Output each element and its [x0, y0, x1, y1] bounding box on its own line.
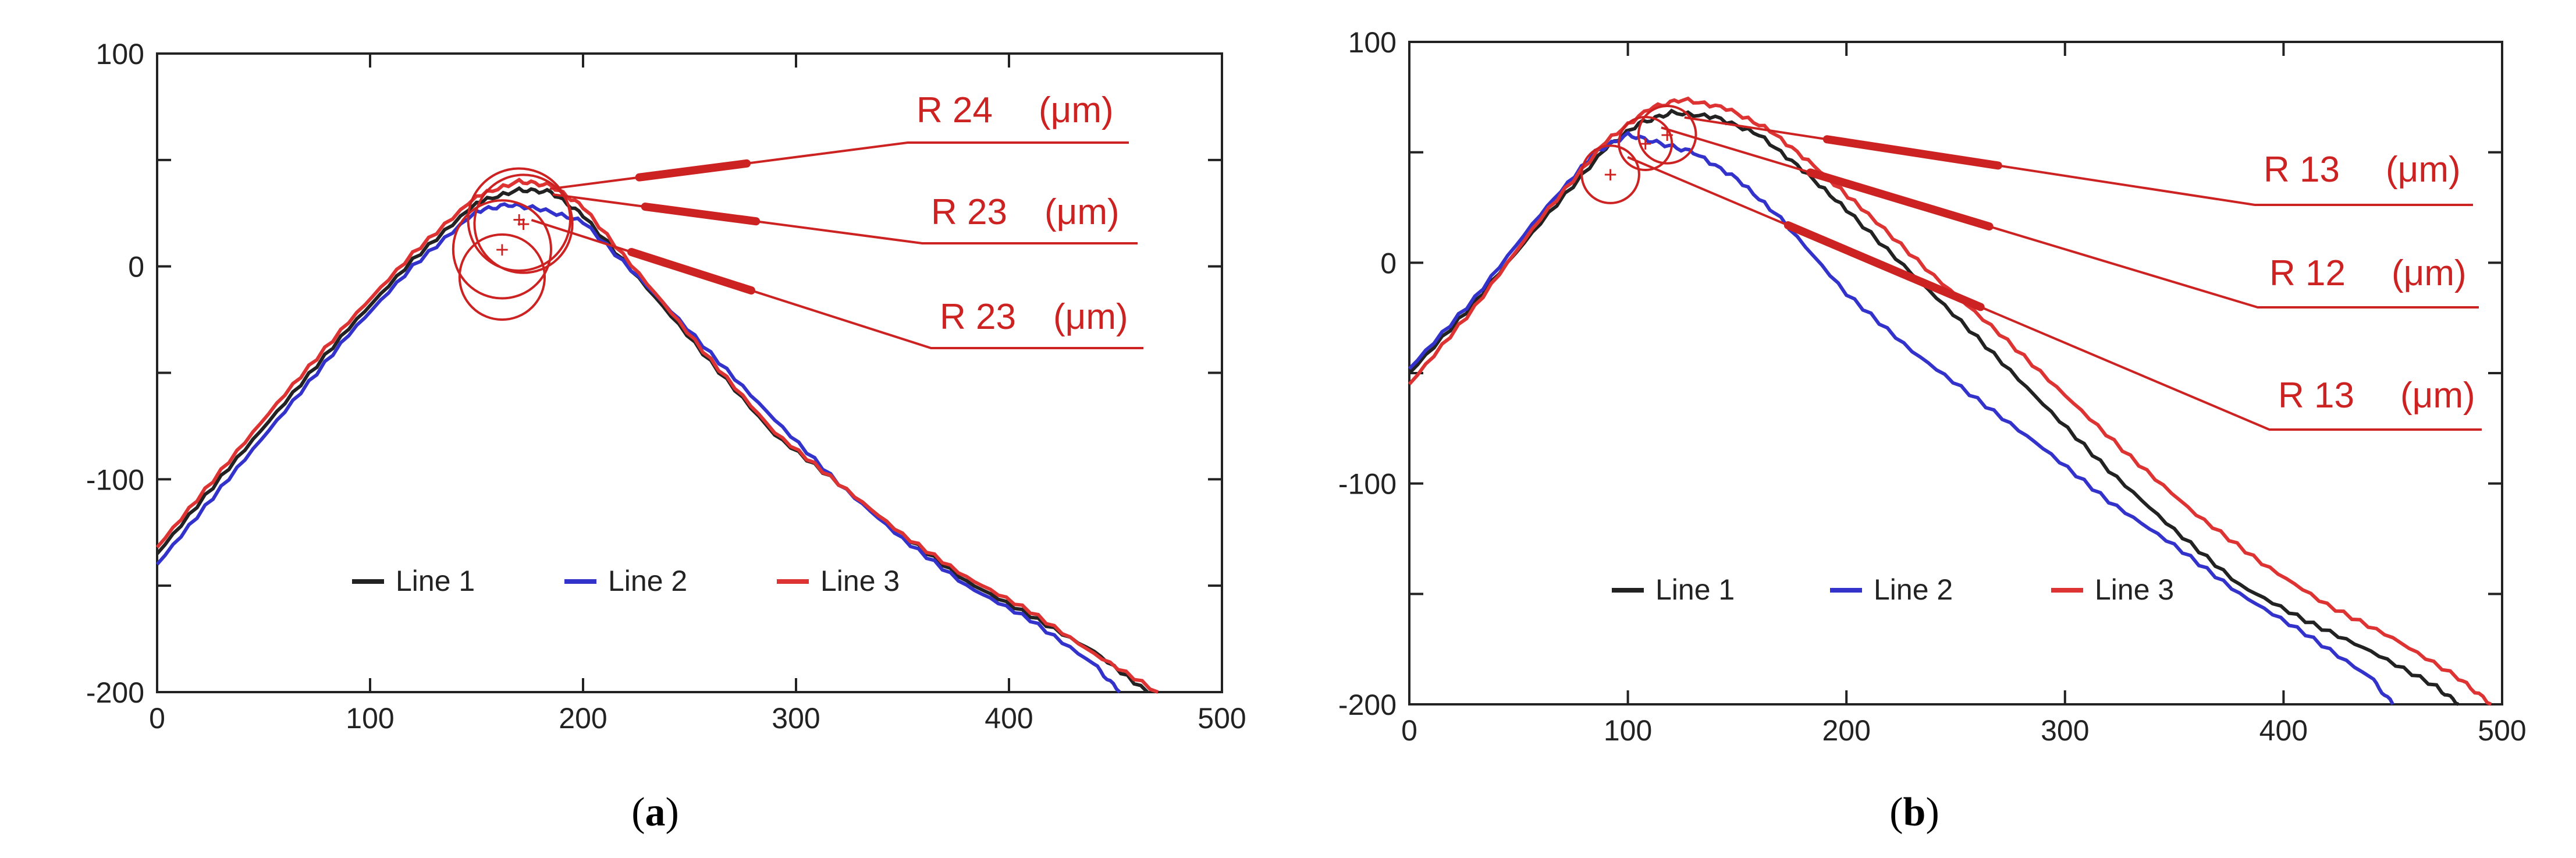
- panel-a-chart: 0 100 200 300 400 500 100 0 -100 -200 + …: [86, 38, 1246, 835]
- panel-b-radius-unit-3: (μm): [2400, 375, 2475, 416]
- panel-a-fit-2: + R 23 (μm): [473, 173, 1138, 274]
- panel-a-x-tick-label: 0: [149, 702, 165, 735]
- panel-b-axis-ticks: [1408, 41, 2503, 705]
- panel-a-x-tick-label: 100: [346, 702, 394, 735]
- panel-a-caption-letter: a: [645, 790, 666, 835]
- panel-b-fit-circle-1: [1637, 105, 1697, 165]
- panel-a-x-tick-labels: 0 100 200 300 400 500: [149, 702, 1246, 735]
- panel-a-line-1: [155, 186, 1149, 694]
- panel-a-radius-fits: + R 24 (μm) + R 23 (μm) + R 23: [452, 90, 1143, 349]
- panel-a-fit-leader-thick-3: [627, 247, 756, 295]
- panel-b-x-tick-label: 500: [2478, 714, 2526, 747]
- panel-b-fit-leader-thick-1: [1822, 135, 2002, 170]
- panel-a-radius-label-2: R 23: [931, 192, 1007, 232]
- panel-b-legend-label-line-3: Line 3: [2095, 573, 2174, 606]
- panel-a-y-tick-label: 100: [96, 38, 144, 70]
- panel-b-radius-label-1: R 13: [2264, 150, 2340, 190]
- panel-a-y-tick-labels: 100 0 -100 -200: [86, 38, 144, 709]
- panel-a-radius-unit-2: (μm): [1044, 192, 1120, 232]
- panel-b-radius-label-2: R 12: [2269, 253, 2346, 293]
- panel-b-fit-center-marker-3: +: [1604, 162, 1617, 188]
- panel-a-radius-label-3: R 23: [940, 297, 1016, 337]
- panel-b-radius-label-3: R 13: [2278, 375, 2354, 416]
- panel-a-fit-extra-circle-3: [458, 233, 546, 321]
- panel-b-fit-center-marker-2: +: [1639, 131, 1652, 157]
- panel-b-fit-1: + R 13 (μm): [1637, 105, 2473, 206]
- panel-b-caption: (b): [1889, 790, 1939, 835]
- panel-b-x-tick-label: 100: [1604, 714, 1652, 747]
- panel-b-fit-leader-1: [1684, 116, 2473, 206]
- panel-a-fit-center-marker-3: +: [495, 237, 509, 263]
- panel-a-legend-label-line-2: Line 2: [608, 565, 687, 597]
- panel-a-x-tick-label: 500: [1198, 702, 1246, 735]
- panel-b-y-tick-label: 100: [1348, 26, 1397, 59]
- panel-b-fit-leader-thick-3: [1783, 221, 1985, 311]
- panel-a-fit-center-marker-1: +: [513, 207, 526, 233]
- panel-a-axis-ticks: [156, 52, 1223, 693]
- panel-a-radius-label-1: R 24: [916, 90, 993, 130]
- panel-b-x-tick-labels: 0 100 200 300 400 500: [1401, 714, 2527, 747]
- panel-a-caption-close: ): [666, 790, 679, 835]
- panel-b-x-tick-label: 300: [2041, 714, 2089, 747]
- panel-b-x-tick-label: 0: [1401, 714, 1417, 747]
- panel-b-fit-circle-2: [1618, 115, 1673, 172]
- panel-b-caption-open: (: [1889, 790, 1903, 835]
- panel-a-fit-center-marker-2: +: [517, 212, 530, 237]
- panel-b-legend-label-line-1: Line 1: [1655, 573, 1735, 606]
- panel-b-radius-fits: + R 13 (μm) + R 12 (μm) + R 13 (μm): [1580, 105, 2482, 431]
- panel-a-y-tick-label: 0: [128, 251, 144, 283]
- panel-a-caption: (a): [631, 790, 679, 835]
- panel-b-line-3: [1408, 96, 2492, 706]
- panel-b-legend: Line 1 Line 2 Line 3: [1612, 573, 2174, 606]
- panel-a-fit-leader-1: [549, 141, 1129, 190]
- panel-a-line-2: [155, 202, 1121, 694]
- panel-b-caption-letter: b: [1903, 790, 1926, 835]
- panel-b-y-tick-label: 0: [1380, 247, 1397, 279]
- panel-b-radius-unit-2: (μm): [2392, 253, 2467, 293]
- panel-b-fit-circle-3: [1580, 144, 1640, 204]
- panel-a-legend-label-line-1: Line 1: [396, 565, 475, 597]
- panel-b-fit-leader-thick-2: [1806, 168, 1994, 231]
- panel-b-x-tick-label: 400: [2259, 714, 2308, 747]
- panel-a-x-tick-label: 400: [985, 702, 1033, 735]
- panel-a-fit-circle-1: [467, 167, 571, 272]
- panel-a-y-tick-label: -200: [86, 676, 144, 709]
- panel-b-plot-frame: [1408, 41, 2503, 705]
- panel-a-fit-leader-thick-2: [641, 203, 761, 226]
- panel-b-y-tick-label: -100: [1338, 468, 1397, 501]
- panel-b-caption-close: ): [1925, 790, 1939, 835]
- panel-a-y-tick-label: -100: [86, 463, 144, 496]
- panel-a-fit-circle-3: [452, 199, 553, 300]
- panel-a-x-tick-label: 300: [772, 702, 820, 735]
- panel-b-x-tick-label: 200: [1822, 714, 1870, 747]
- panel-b-chart: 0 100 200 300 400 500 100 0 -100 -200 + …: [1338, 26, 2527, 835]
- panel-a-x-tick-label: 200: [559, 702, 607, 735]
- panel-a-fit-circle-2: [473, 173, 574, 274]
- panel-a-legend: Line 1 Line 2 Line 3: [352, 565, 900, 597]
- panel-a-radius-unit-1: (μm): [1039, 90, 1114, 130]
- panel-a-fit-leader-3: [531, 219, 1143, 349]
- panel-b-fit-2: + R 12 (μm): [1618, 115, 2479, 309]
- panel-a-caption-open: (: [631, 790, 645, 835]
- panel-b-y-tick-labels: 100 0 -100 -200: [1338, 26, 1397, 721]
- panel-a-fit-1: + R 24 (μm): [467, 90, 1129, 272]
- panel-a-radius-unit-3: (μm): [1053, 297, 1128, 337]
- panel-b-legend-label-line-2: Line 2: [1874, 573, 1953, 606]
- panel-b-y-tick-label: -200: [1338, 689, 1397, 721]
- panel-b-fit-3: + R 13 (μm): [1580, 144, 2482, 431]
- panel-a-legend-label-line-3: Line 3: [820, 565, 900, 597]
- panel-a-fit-leader-thick-1: [635, 159, 751, 182]
- panel-b-radius-unit-1: (μm): [2386, 150, 2461, 190]
- panel-a-fit-3: + R 23 (μm): [452, 199, 1143, 349]
